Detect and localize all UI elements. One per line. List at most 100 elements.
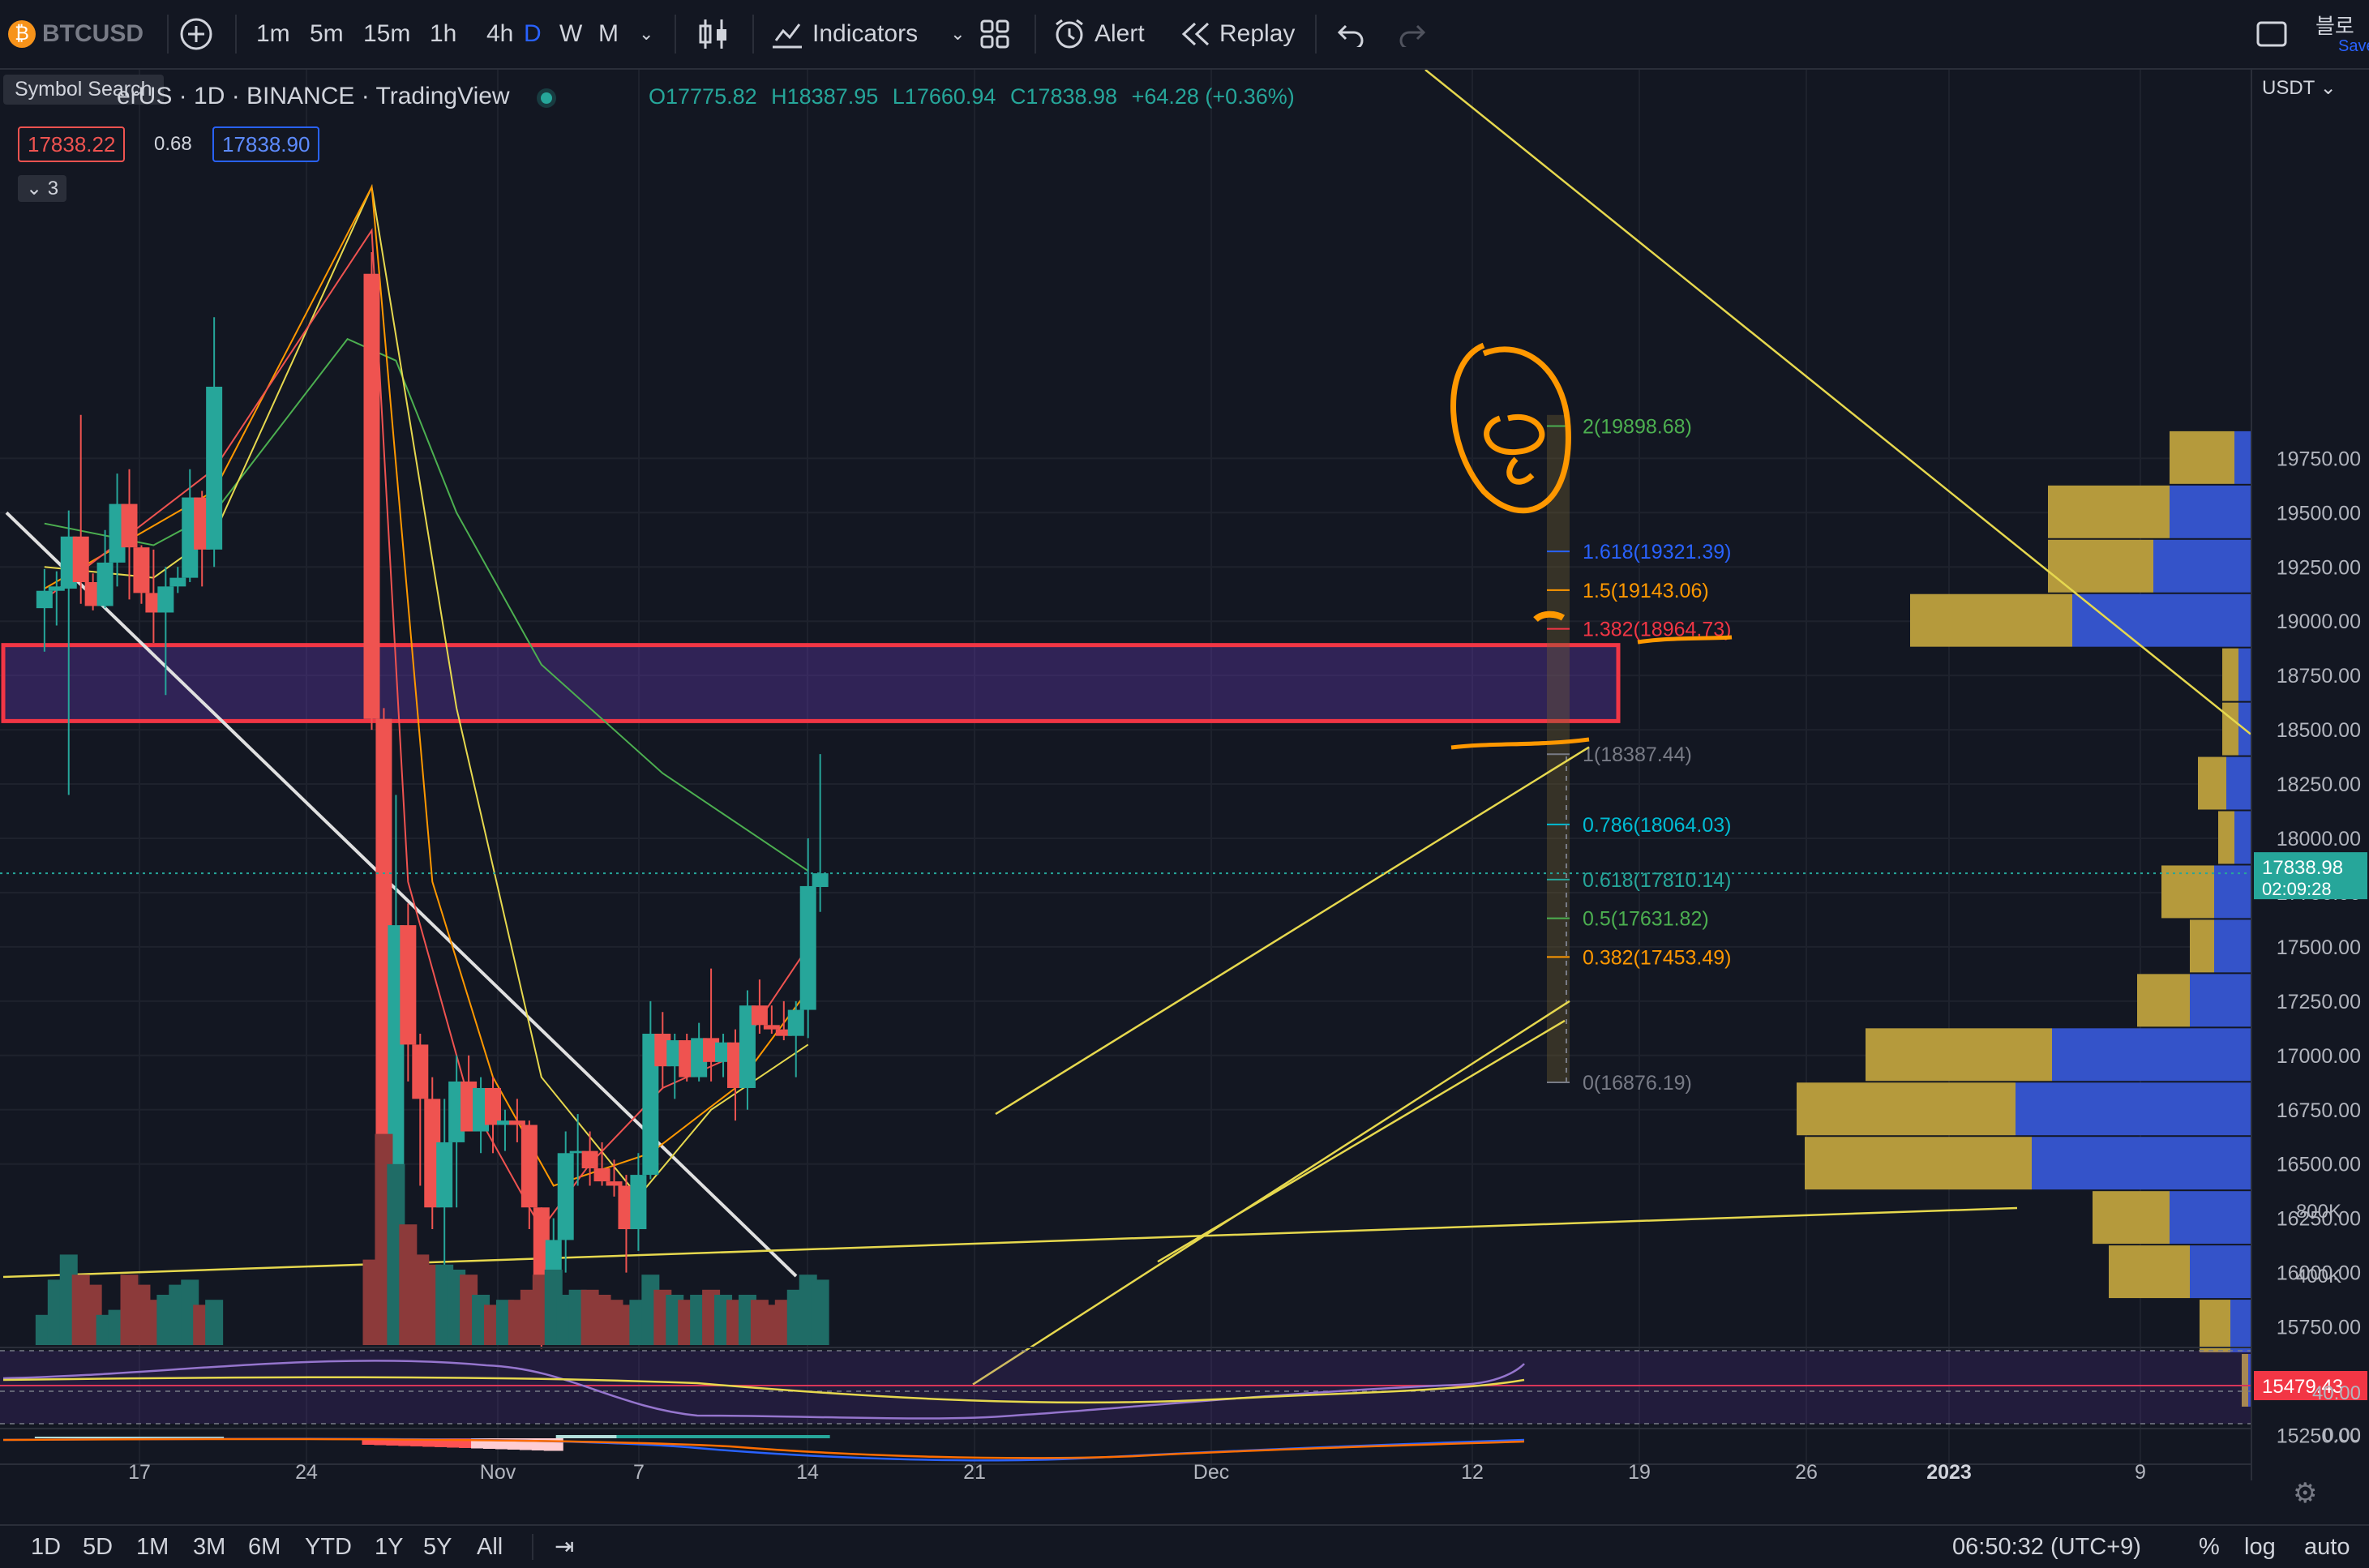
redo-button[interactable] xyxy=(1398,0,1427,68)
candle-body xyxy=(569,1150,586,1154)
interval-1m[interactable]: 1m xyxy=(256,20,290,47)
add-symbol-button[interactable] xyxy=(178,0,214,68)
candle xyxy=(96,529,114,609)
chart-type-button[interactable] xyxy=(697,0,730,68)
candle-body xyxy=(799,885,816,1010)
time-axis-label: 21 xyxy=(963,1461,986,1480)
legend-collapse-button[interactable]: ⌄ 3 xyxy=(18,175,67,202)
countdown-value: 02:09:28 xyxy=(2262,879,2332,899)
interval-D[interactable]: D xyxy=(524,20,542,47)
annotations xyxy=(1450,342,1733,750)
candle-body xyxy=(787,1009,804,1036)
save-korean-label[interactable]: 블로 xyxy=(2315,14,2354,38)
profile-bar-sell xyxy=(2242,1354,2248,1407)
candles-icon xyxy=(699,19,726,49)
fib-level-label: 0.618(17810.14) xyxy=(1583,869,1731,892)
interval-4h[interactable]: 4h xyxy=(486,20,514,47)
profile-bar-buy xyxy=(2214,919,2251,973)
candle-body xyxy=(508,1120,525,1125)
candle xyxy=(157,567,174,696)
last-price-tag xyxy=(2254,852,2367,900)
macd-bar xyxy=(422,1438,443,1447)
chart-area[interactable]: 2(19898.68) 1.618(19321.39) 1.5(19143.06) 1… xyxy=(0,70,2251,1480)
range-3m[interactable]: 3M xyxy=(193,1534,226,1560)
candle-body xyxy=(436,1142,453,1208)
macd-tick: 0.00 xyxy=(2323,1424,2361,1446)
symbol-button[interactable]: ₿ BTCUSD xyxy=(8,0,144,68)
alert-button[interactable]: Alert xyxy=(1052,0,1145,68)
price-tick: 19000.00 xyxy=(2277,610,2361,633)
bottom-bar: 1D 5D 1M 3M 6M YTD 1Y 5Y All ⇥ 06:50:32 (UTC+9)% lo… xyxy=(0,1524,2369,1568)
annotation-big-circle xyxy=(1450,342,1571,514)
save-label[interactable]: Save xyxy=(2338,37,2369,55)
profile-bar-sell xyxy=(2137,974,2190,1027)
interval-dropdown-button[interactable]: ⌄ xyxy=(639,0,653,68)
interval-W[interactable]: W xyxy=(559,20,583,47)
macd-bar xyxy=(653,1435,673,1438)
macd-bar xyxy=(749,1435,769,1438)
auto-toggle[interactable]: auto xyxy=(2304,1534,2350,1560)
candle xyxy=(496,1109,513,1151)
range-1y[interactable]: 1Y xyxy=(375,1534,404,1560)
log-toggle[interactable]: log xyxy=(2244,1534,2276,1560)
top-toolbar: ₿ BTCUSD 1m 5m 15m 1h 4h D W M ⌄ Indicators ⌄ A… xyxy=(0,0,2369,70)
bid-price-box[interactable]: 17838.22 xyxy=(18,126,126,162)
macd-bar xyxy=(604,1435,624,1438)
macd-bar xyxy=(410,1438,431,1446)
candle xyxy=(133,545,150,604)
candle-body xyxy=(363,273,380,719)
settings-gear-icon[interactable]: ⚙ xyxy=(2293,1478,2318,1509)
fullscreen-button[interactable] xyxy=(2255,0,2288,68)
candle xyxy=(72,414,89,604)
interval-M[interactable]: M xyxy=(598,20,619,47)
time-axis-label: 7 xyxy=(633,1461,645,1480)
profile-bar-buy xyxy=(2214,865,2251,919)
undo-button[interactable] xyxy=(1336,0,1365,68)
price-tick: 15250.00 xyxy=(2277,1424,2361,1447)
profile-bar-sell xyxy=(2190,919,2214,973)
macd-bar xyxy=(713,1435,734,1438)
candle-body xyxy=(48,586,65,591)
candle xyxy=(606,1159,623,1197)
profile-bar-sell xyxy=(2218,811,2234,864)
range-5y[interactable]: 5Y xyxy=(423,1534,452,1560)
interval-1h[interactable]: 1h xyxy=(430,20,457,47)
range-1m[interactable]: 1M xyxy=(136,1534,169,1560)
layouts-button[interactable] xyxy=(979,0,1010,68)
macd-bar xyxy=(374,1438,394,1446)
redo-icon xyxy=(1399,24,1426,47)
macd-bar xyxy=(616,1435,636,1438)
macd-bar xyxy=(592,1435,612,1438)
macd-bar xyxy=(46,1437,66,1438)
market-open-dot-icon xyxy=(541,92,553,104)
fib-level-label: 1.5(19143.06) xyxy=(1583,580,1709,602)
indicators-button[interactable]: Indicators ⌄ xyxy=(770,0,966,68)
macd-signal-line xyxy=(2,1437,1525,1459)
time-axis-label: 2023 xyxy=(1926,1461,1972,1480)
chart-canvas[interactable]: 2(19898.68) 1.618(19321.39) 1.5(19143.06) 1… xyxy=(0,70,2251,1480)
range-all[interactable]: All xyxy=(477,1534,503,1560)
percent-toggle[interactable]: % xyxy=(2199,1534,2220,1560)
range-5d[interactable]: 5D xyxy=(83,1534,114,1560)
replay-button[interactable]: Replay xyxy=(1180,0,1295,68)
alarm-clock-icon xyxy=(1056,19,1083,49)
chevron-down-icon: ⌄ xyxy=(26,178,48,199)
range-6m[interactable]: 6M xyxy=(248,1534,281,1560)
fib-level-label: 1(18387.44) xyxy=(1583,743,1692,766)
interval-15m[interactable]: 15m xyxy=(363,20,411,47)
currency-label: USDT ⌄ xyxy=(2262,77,2337,99)
profile-bar-buy xyxy=(2072,593,2251,647)
goto-date-icon[interactable]: ⇥ xyxy=(555,1534,575,1560)
macd-bar xyxy=(568,1435,588,1438)
candle xyxy=(520,1120,538,1230)
interval-5m[interactable]: 5m xyxy=(310,20,344,47)
profile-bar-buy xyxy=(2226,756,2251,810)
volume-histogram xyxy=(35,1133,829,1345)
clock-label: 06:50:32 (UTC+9) xyxy=(1952,1534,2141,1560)
last-price-value: 17838.98 xyxy=(2262,857,2343,879)
candle-body xyxy=(412,1044,429,1099)
range-ytd[interactable]: YTD xyxy=(305,1534,352,1560)
ask-price-box[interactable]: 17838.90 xyxy=(212,126,320,162)
price-axis[interactable]: USDT ⌄ 19750.00 19500.00 19250.00 19000.00 18… xyxy=(2251,70,2369,1480)
range-1d[interactable]: 1D xyxy=(31,1534,62,1560)
